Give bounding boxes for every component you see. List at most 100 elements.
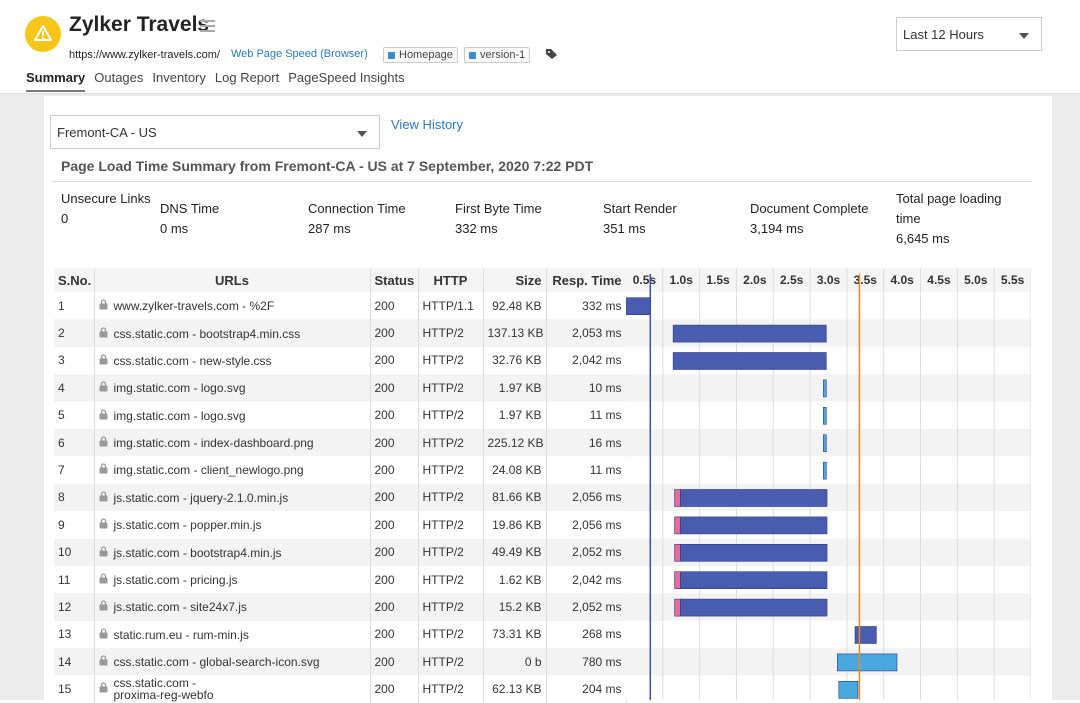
table-cell: 200	[370, 511, 419, 539]
waterfall-bar	[854, 626, 877, 644]
cell-text: HTTP/2	[422, 682, 464, 697]
table-cell: 1.97 KB	[483, 401, 547, 429]
cell-text: 5	[58, 408, 65, 423]
tag-icon[interactable]	[545, 48, 559, 60]
table-cell: static.rum.eu - rum-min.js	[94, 620, 371, 649]
lock-icon	[99, 491, 108, 505]
waterfall-bar	[823, 461, 827, 480]
table-cell: 1	[54, 292, 95, 320]
table-cell: 1.97 KB	[483, 374, 547, 402]
table-cell: 2	[54, 319, 95, 347]
resource-url: img.static.com - client_newlogo.png	[113, 463, 304, 478]
cell-text: 200	[374, 572, 395, 587]
tab[interactable]: Inventory	[152, 70, 206, 85]
table-cell: HTTP/2	[418, 456, 484, 484]
cell-text: 2,052 ms	[572, 545, 622, 560]
metric-value: 0 ms	[160, 221, 189, 236]
table-cell: 225.12 KB	[483, 428, 547, 457]
waterfall-bar	[674, 598, 681, 617]
table-cell: HTTP/2	[418, 374, 484, 402]
metric-value: 0	[61, 211, 69, 226]
cell-text: HTTP/2	[422, 517, 464, 532]
cell-text: 137.13 KB	[487, 326, 544, 341]
table-cell: 200	[370, 292, 419, 320]
cell-text: 200	[374, 408, 395, 423]
cell-text: HTTP/2	[422, 353, 464, 368]
row-background	[626, 374, 1031, 402]
table-cell: 11	[54, 565, 95, 594]
lock-icon	[99, 354, 108, 368]
resource-url: js.static.com - popper.min.js	[113, 518, 262, 533]
metric: Connection Time 287 ms	[308, 199, 448, 239]
waterfall-bar	[674, 516, 681, 535]
cell-text: 1	[58, 298, 65, 313]
table-cell: js.static.com - bootstrap4.min.js	[94, 538, 371, 566]
tab[interactable]: Outages	[94, 70, 144, 85]
metric-label: Unsecure Links	[61, 191, 151, 206]
table-cell: www.zylker-travels.com - %2F	[94, 292, 371, 320]
waterfall-bar	[674, 543, 681, 562]
menu-icon[interactable]	[200, 19, 216, 33]
x-tick-label: 4.5s	[927, 273, 951, 287]
metric: First Byte Time 332 ms	[455, 199, 595, 239]
table-row: 15 css.static.com - proxima-reg-webfo 200 H…	[54, 675, 627, 703]
waterfall-bar	[672, 324, 827, 343]
lock-icon	[99, 573, 108, 587]
cell-text: 3	[58, 353, 65, 368]
cell-text: HTTP/2	[422, 545, 464, 560]
resource-url: www.zylker-travels.com - %2F	[113, 299, 275, 314]
table-cell: HTTP/2	[418, 511, 484, 539]
table-cell: img.static.com - client_newlogo.png	[94, 456, 371, 484]
time-range-select[interactable]: Last 12 Hours	[896, 17, 1042, 51]
cell-text: HTTP/2	[422, 463, 464, 478]
cell-text: 8	[58, 490, 65, 505]
table-cell: 1.62 KB	[483, 565, 547, 594]
table-row: 11 js.static.com - pricing.js 200 HTTP/2 1.6…	[54, 565, 627, 594]
table-cell: HTTP/2	[418, 675, 484, 703]
cell-text: 204 ms	[582, 682, 622, 697]
table-cell: 200	[370, 565, 419, 594]
table-cell: 13	[54, 620, 95, 649]
column-header: HTTP	[418, 268, 484, 292]
tab[interactable]: Log Report	[214, 70, 280, 85]
table-cell: 62.13 KB	[483, 675, 547, 703]
view-history-link[interactable]: View History	[391, 117, 464, 132]
column-header: Size	[483, 268, 547, 292]
cell-text: 200	[374, 599, 395, 614]
metric: DNS Time 0 ms	[160, 199, 290, 239]
tab[interactable]: Summary	[26, 70, 86, 92]
cell-text: 2,056 ms	[572, 517, 622, 532]
monitor-type[interactable]: Web Page Speed (Browser)	[231, 48, 368, 60]
waterfall-bar	[823, 407, 827, 425]
table-cell: 32.76 KB	[483, 346, 547, 375]
monitor-url[interactable]: https://www.zylker-travels.com/	[69, 49, 220, 61]
location-select[interactable]: Fremont-CA - US	[50, 115, 380, 149]
metric: Total page loading time 6,645 ms	[896, 189, 1026, 249]
cell-text: 2	[58, 326, 65, 341]
metric-value: 332 ms	[455, 221, 498, 236]
table-cell: js.static.com - site24x7.js	[94, 593, 371, 621]
cell-text: 10	[58, 545, 72, 560]
tag[interactable]: Homepage	[383, 47, 458, 63]
cell-text: 780 ms	[582, 654, 622, 669]
metric-label: Start Render	[603, 201, 677, 216]
waterfall-bar	[626, 297, 651, 316]
x-tick-label: 5.5s	[1001, 273, 1025, 287]
table-cell: 200	[370, 456, 419, 484]
cell-text: 200	[374, 517, 395, 532]
tag[interactable]: version-1	[464, 47, 531, 63]
tab[interactable]: PageSpeed Insights	[288, 70, 405, 85]
waterfall-bar	[680, 543, 828, 562]
metric-label: Total page loading time	[896, 191, 1002, 226]
column-header: S.No.	[54, 268, 95, 292]
table-row: 14 css.static.com - global-search-icon.sv…	[54, 648, 627, 676]
waterfall-bar	[680, 571, 828, 590]
table-cell: 2,052 ms	[546, 593, 627, 621]
cell-text: 0 b	[524, 654, 542, 669]
metric-value: 287 ms	[308, 221, 351, 236]
table-cell: 6	[54, 428, 95, 457]
table-row: 4 img.static.com - logo.svg 200 HTTP/2 1.97 …	[54, 374, 627, 402]
lock-icon	[99, 436, 108, 450]
metric-label: DNS Time	[160, 201, 220, 216]
table-cell: js.static.com - popper.min.js	[94, 511, 371, 539]
